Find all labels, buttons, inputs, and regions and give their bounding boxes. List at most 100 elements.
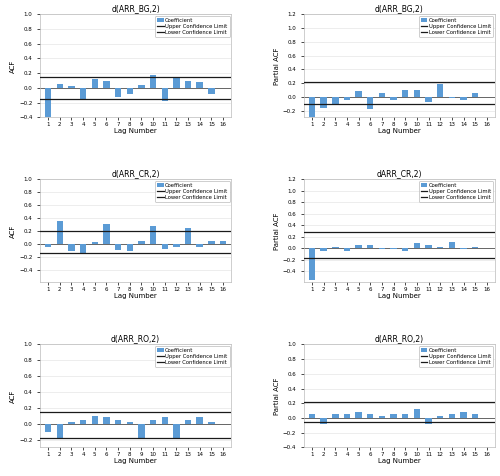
Bar bbox=[196, 417, 203, 424]
Bar bbox=[56, 84, 63, 88]
Bar bbox=[309, 414, 315, 418]
Bar bbox=[115, 88, 121, 97]
Bar bbox=[103, 417, 110, 424]
Bar bbox=[103, 80, 110, 88]
Bar bbox=[390, 414, 397, 418]
Bar bbox=[402, 414, 408, 418]
Legend: Coefficient, Upper Confidence Limit, Lower Confidence Limit: Coefficient, Upper Confidence Limit, Low… bbox=[155, 16, 230, 37]
Bar bbox=[173, 77, 180, 88]
Y-axis label: Partial ACF: Partial ACF bbox=[274, 47, 280, 85]
Bar bbox=[378, 248, 385, 249]
Title: d(ARR_RO,2): d(ARR_RO,2) bbox=[375, 335, 424, 344]
Bar bbox=[92, 416, 98, 424]
Y-axis label: Partial ACF: Partial ACF bbox=[274, 377, 280, 415]
Bar bbox=[448, 97, 455, 98]
Legend: Coefficient, Upper Confidence Limit, Lower Confidence Limit: Coefficient, Upper Confidence Limit, Low… bbox=[155, 181, 230, 202]
Bar bbox=[92, 79, 98, 88]
Bar bbox=[220, 240, 226, 244]
Bar bbox=[426, 245, 432, 248]
Bar bbox=[320, 97, 327, 109]
Bar bbox=[126, 88, 133, 94]
Bar bbox=[80, 88, 86, 99]
Bar bbox=[126, 422, 133, 424]
Bar bbox=[56, 424, 63, 438]
X-axis label: Lag Number: Lag Number bbox=[378, 293, 421, 299]
Bar bbox=[80, 420, 86, 424]
X-axis label: Lag Number: Lag Number bbox=[378, 128, 421, 134]
Bar bbox=[173, 424, 180, 438]
Legend: Coefficient, Upper Confidence Limit, Lower Confidence Limit: Coefficient, Upper Confidence Limit, Low… bbox=[419, 346, 494, 367]
Bar bbox=[92, 242, 98, 244]
Bar bbox=[56, 221, 63, 244]
Bar bbox=[367, 245, 374, 248]
Bar bbox=[437, 247, 444, 248]
X-axis label: Lag Number: Lag Number bbox=[114, 458, 157, 464]
Legend: Coefficient, Upper Confidence Limit, Lower Confidence Limit: Coefficient, Upper Confidence Limit, Low… bbox=[155, 346, 230, 367]
Bar bbox=[437, 84, 444, 97]
Bar bbox=[402, 248, 408, 251]
Bar bbox=[356, 245, 362, 248]
Bar bbox=[208, 240, 214, 244]
Bar bbox=[390, 248, 397, 249]
Bar bbox=[208, 88, 214, 94]
Bar bbox=[45, 424, 52, 432]
Bar bbox=[414, 243, 420, 248]
Bar bbox=[208, 422, 214, 424]
Bar bbox=[332, 97, 338, 104]
Bar bbox=[378, 416, 385, 418]
Bar bbox=[344, 248, 350, 251]
Bar bbox=[414, 409, 420, 418]
Bar bbox=[45, 244, 52, 247]
Bar bbox=[426, 418, 432, 424]
Bar bbox=[68, 244, 74, 251]
Bar bbox=[414, 90, 420, 97]
Bar bbox=[45, 88, 52, 131]
X-axis label: Lag Number: Lag Number bbox=[378, 458, 421, 464]
Bar bbox=[390, 97, 397, 100]
Bar bbox=[103, 224, 110, 244]
Title: d(ARR_RO,2): d(ARR_RO,2) bbox=[111, 335, 160, 344]
Bar bbox=[332, 247, 338, 248]
Bar bbox=[344, 97, 350, 100]
Bar bbox=[402, 90, 408, 97]
Bar bbox=[138, 240, 144, 244]
Bar bbox=[472, 247, 478, 248]
Bar bbox=[426, 97, 432, 102]
Bar bbox=[309, 97, 315, 137]
Bar bbox=[138, 85, 144, 88]
X-axis label: Lag Number: Lag Number bbox=[114, 293, 157, 299]
Bar bbox=[185, 420, 192, 424]
Y-axis label: ACF: ACF bbox=[10, 224, 16, 238]
Legend: Coefficient, Upper Confidence Limit, Lower Confidence Limit: Coefficient, Upper Confidence Limit, Low… bbox=[419, 16, 494, 37]
Bar bbox=[460, 248, 466, 249]
Bar bbox=[344, 414, 350, 418]
Bar bbox=[196, 82, 203, 88]
Bar bbox=[115, 244, 121, 250]
Bar bbox=[68, 422, 74, 424]
Title: d(ARR_BG,2): d(ARR_BG,2) bbox=[111, 4, 160, 13]
Bar bbox=[185, 80, 192, 88]
Bar bbox=[115, 420, 121, 424]
Bar bbox=[367, 97, 374, 109]
Bar bbox=[173, 244, 180, 247]
Bar bbox=[448, 414, 455, 418]
Bar bbox=[472, 93, 478, 97]
Title: dARR_CR,2): dARR_CR,2) bbox=[376, 169, 422, 178]
Bar bbox=[356, 91, 362, 97]
Bar bbox=[356, 412, 362, 418]
Legend: Coefficient, Upper Confidence Limit, Lower Confidence Limit: Coefficient, Upper Confidence Limit, Low… bbox=[419, 181, 494, 202]
Y-axis label: Partial ACF: Partial ACF bbox=[274, 212, 280, 249]
Bar bbox=[320, 248, 327, 251]
Bar bbox=[162, 417, 168, 424]
Bar bbox=[460, 97, 466, 100]
Bar bbox=[126, 244, 133, 251]
Bar bbox=[162, 88, 168, 101]
Bar bbox=[460, 412, 466, 418]
Bar bbox=[196, 244, 203, 247]
Bar bbox=[309, 248, 315, 279]
Bar bbox=[448, 242, 455, 248]
Bar bbox=[472, 414, 478, 418]
Title: d(ARR_CR,2): d(ARR_CR,2) bbox=[112, 169, 160, 178]
Bar bbox=[185, 228, 192, 244]
Title: d(ARR_BG,2): d(ARR_BG,2) bbox=[375, 4, 424, 13]
